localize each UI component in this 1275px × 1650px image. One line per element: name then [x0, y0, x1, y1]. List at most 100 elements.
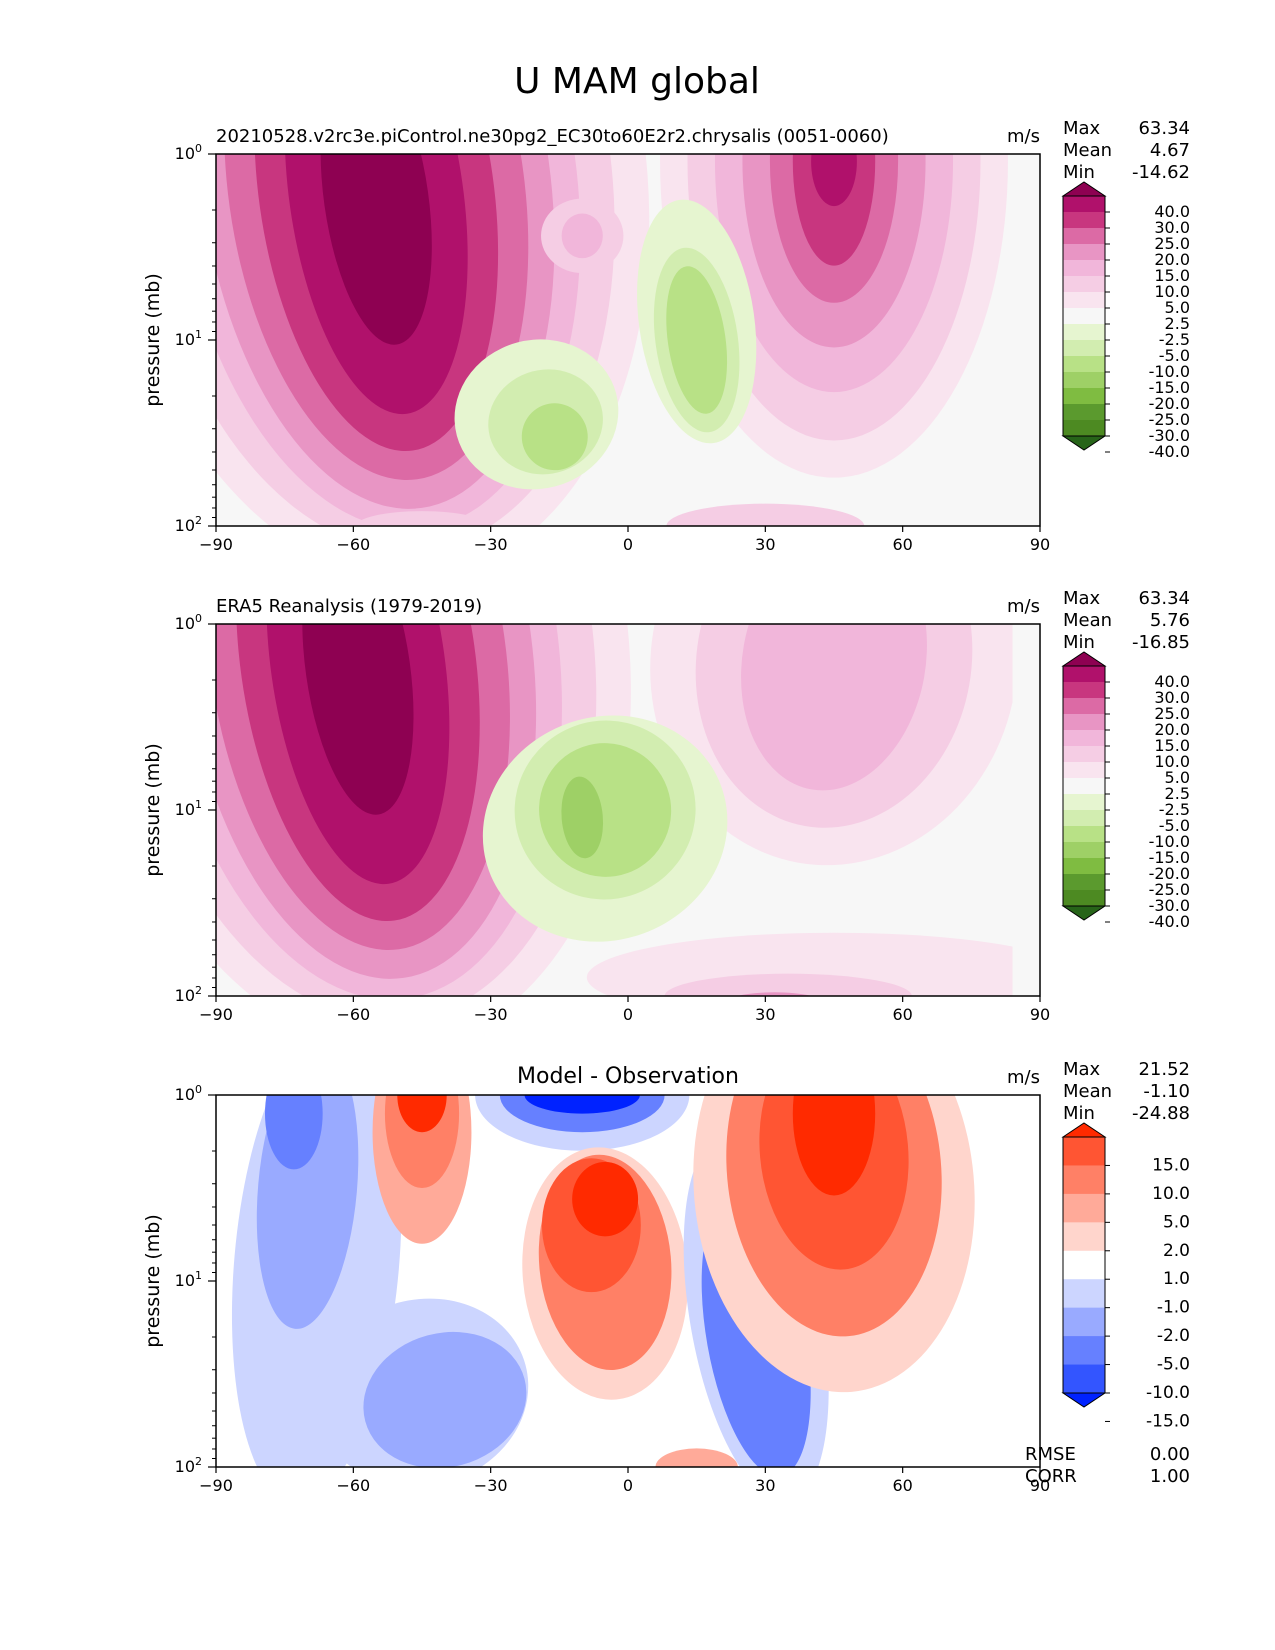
colorbar-segment	[1063, 1137, 1105, 1166]
lower-westerly-n-outer	[586, 932, 1040, 996]
colorbar-extend-min	[1061, 1392, 1107, 1408]
neg-diff-s-inner	[264, 1095, 323, 1170]
x-tick-label: −90	[199, 535, 233, 554]
polar-edge	[1012, 154, 1040, 526]
y-tick-label: 100	[175, 142, 202, 163]
y-axis-label: pressure (mb)	[142, 743, 164, 877]
x-tick-label: 30	[755, 1476, 775, 1495]
colorbar-segment	[1063, 714, 1105, 731]
colorbar: 40.030.025.020.015.010.05.02.5-2.5-5.0-1…	[1061, 651, 1190, 931]
colorbar-segment	[1063, 196, 1105, 213]
colorbar-label: -10.0	[1146, 1383, 1190, 1403]
colorbar-extend-max	[1061, 181, 1107, 197]
colorbar-extend-max	[1061, 1122, 1107, 1138]
colorbar-segment	[1063, 260, 1105, 277]
stat-value: -24.88	[1132, 1103, 1190, 1124]
x-tick-label: 30	[755, 1005, 775, 1024]
x-tick-label: 90	[1030, 1476, 1050, 1495]
x-tick-label: 60	[892, 1005, 912, 1024]
colorbar-segment	[1063, 794, 1105, 811]
x-tick-label: 0	[623, 1476, 633, 1495]
panel-0: 20210528.v2rc3e.piControl.ne30pg2_EC30to…	[142, 118, 1190, 554]
colorbar-label: -2.5	[1159, 800, 1190, 819]
contour-field	[216, 154, 1040, 526]
colorbar-frame	[1062, 665, 1106, 907]
colorbar-segment	[1063, 228, 1105, 245]
pos-diff-eq-peak	[572, 1161, 639, 1237]
colorbar-label: -5.0	[1159, 816, 1190, 835]
colorbar-segment	[1063, 244, 1105, 261]
units-label: m/s	[1007, 126, 1040, 147]
units-label: m/s	[1007, 1067, 1040, 1088]
stat-value: 63.34	[1138, 118, 1190, 139]
colorbar-segment	[1063, 858, 1105, 875]
colorbar-segment	[1063, 778, 1105, 795]
colorbar-label: -5.0	[1157, 1355, 1190, 1375]
y-axis-label: pressure (mb)	[142, 273, 164, 407]
colorbar-segment	[1063, 1307, 1105, 1337]
colorbar-segment	[1063, 372, 1105, 389]
polar-edge	[1012, 624, 1040, 996]
colorbar-segment	[1063, 388, 1105, 405]
panel-2: Model - Observation m/s −90 −60 −30 0 30 60 90 10…	[142, 1059, 1190, 1495]
colorbar-segment	[1063, 404, 1105, 421]
colorbar-label: 15.0	[1154, 266, 1190, 285]
lower-westerly-n-inner	[737, 992, 812, 996]
y-tick-label: 102	[175, 1455, 202, 1476]
colorbar-segment	[1063, 1165, 1105, 1195]
colorbar-segment	[1063, 666, 1105, 683]
pink-cell-core	[561, 213, 603, 259]
colorbar-label: -15.0	[1149, 378, 1190, 397]
stat-value: 63.34	[1138, 588, 1190, 609]
pos-diff-s-inner	[397, 1095, 447, 1133]
colorbar-segment	[1063, 682, 1105, 699]
colorbar-label: -30.0	[1149, 896, 1190, 915]
stat-value: 5.76	[1150, 610, 1190, 631]
colorbar-segment	[1063, 698, 1105, 715]
colorbar-label: -5.0	[1159, 346, 1190, 365]
stat-label: Max	[1063, 1059, 1101, 1080]
colorbar-extend-min	[1061, 905, 1107, 921]
colorbar-label: -20.0	[1149, 864, 1190, 883]
colorbar-segment	[1063, 292, 1105, 309]
colorbar-segment	[1063, 762, 1105, 779]
easterly-cell-n-inner	[666, 266, 728, 414]
y-tick-label: 101	[175, 1269, 202, 1290]
stat-label: Mean	[1063, 610, 1112, 631]
colorbar-label: 20.0	[1154, 250, 1190, 269]
x-tick-label: 0	[623, 535, 633, 554]
units-label: m/s	[1007, 596, 1040, 617]
colorbar-label: -1.0	[1157, 1298, 1190, 1318]
y-axis-label: pressure (mb)	[142, 1214, 164, 1348]
pos-diff-lower	[655, 1448, 738, 1467]
x-tick-label: −90	[199, 1476, 233, 1495]
stat-label: Min	[1063, 1103, 1095, 1124]
colorbar-segment	[1063, 874, 1105, 891]
lower-jet-n	[666, 503, 865, 526]
x-tick-label: −30	[474, 1476, 508, 1495]
x-tick-label: −30	[474, 1005, 508, 1024]
y-tick-label: 100	[175, 612, 202, 633]
colorbar-segment	[1063, 1193, 1105, 1223]
colorbar-segment	[1063, 324, 1105, 341]
colorbar-frame	[1062, 1136, 1106, 1394]
colorbar-label: 5.0	[1163, 1212, 1190, 1232]
stat-label: Min	[1063, 162, 1095, 183]
lower-jet-s	[356, 511, 488, 526]
colorbar-segment	[1063, 746, 1105, 763]
colorbar-label: 30.0	[1154, 688, 1190, 707]
colorbar-segment	[1063, 1279, 1105, 1309]
colorbar-extend-min	[1061, 435, 1107, 451]
stat-value: 21.52	[1138, 1059, 1190, 1080]
lower-westerly-n-mid	[664, 973, 912, 996]
x-tick-label: 0	[623, 1005, 633, 1024]
stat-label: Mean	[1063, 1081, 1112, 1102]
x-tick-label: 90	[1030, 535, 1050, 554]
y-tick-label: 102	[175, 514, 202, 535]
y-tick-label: 101	[175, 798, 202, 819]
colorbar-label: -40.0	[1149, 912, 1190, 931]
x-tick-label: 60	[892, 1476, 912, 1495]
colorbar-label: -25.0	[1149, 410, 1190, 429]
colorbar-label: -2.0	[1157, 1326, 1190, 1346]
